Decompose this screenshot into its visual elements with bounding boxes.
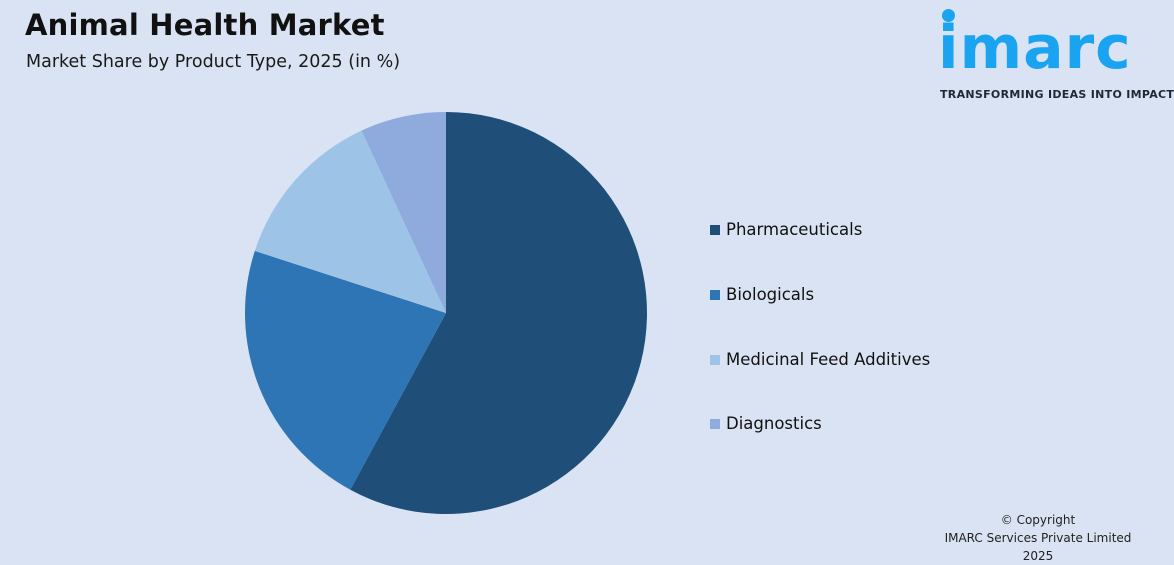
chart-subtitle: Market Share by Product Type, 2025 (in %…	[26, 52, 401, 72]
legend-swatch	[710, 224, 720, 235]
legend-item-diagnostics: Diagnostics	[710, 414, 822, 433]
logo-dot-icon	[942, 9, 955, 22]
legend-swatch	[710, 289, 720, 300]
legend-item-pharmaceuticals: Pharmaceuticals	[710, 220, 862, 239]
pie-slice-biologicals	[244, 250, 446, 490]
legend-swatch	[710, 418, 720, 429]
legend-swatch	[710, 354, 720, 365]
chart-title: Animal Health Market	[25, 8, 385, 42]
logo-tagline: TRANSFORMING IDEAS INTO IMPACT	[940, 88, 1174, 101]
legend-label: Biologicals	[726, 285, 815, 304]
pie-slice-diagnostics	[361, 112, 446, 313]
legend-item-medicinal-feed-additives: Medicinal Feed Additives	[710, 350, 930, 369]
copyright-line-1: © Copyright	[1000, 513, 1076, 527]
imarc-logo: imarc TRANSFORMING IDEAS INTO IMPACT	[938, 6, 1174, 106]
logo-wordmark: imarc	[938, 13, 1132, 83]
legend-label: Pharmaceuticals	[726, 220, 863, 239]
legend-label: Medicinal Feed Additives	[726, 350, 931, 369]
pie-slice-medicinal-feed-additives	[254, 130, 446, 313]
pie-slice-pharmaceuticals	[350, 112, 647, 515]
copyright-notice: © Copyright IMARC Services Private Limit…	[930, 511, 1146, 565]
legend-item-biologicals: Biologicals	[710, 285, 814, 304]
legend-label: Diagnostics	[726, 414, 822, 433]
